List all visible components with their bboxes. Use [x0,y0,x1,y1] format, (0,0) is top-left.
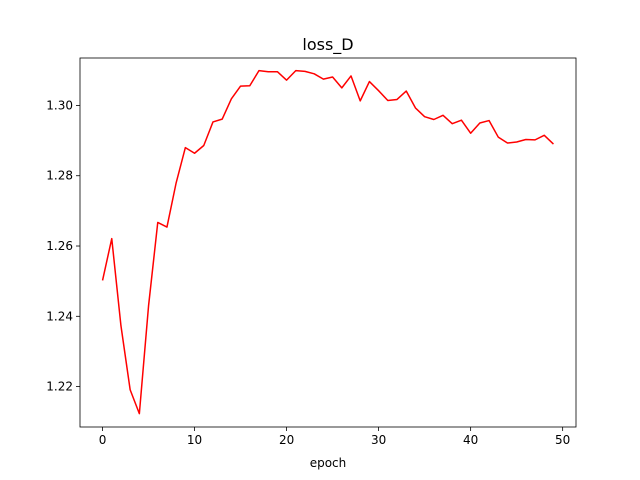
x-axis-label: epoch [310,456,347,470]
x-tick-label-0: 0 [99,433,107,447]
plot-area: 0 10 20 30 40 50 1.22 1.24 1.26 1.28 1.30 [46,57,577,447]
y-tick-label-1: 1.24 [46,309,73,323]
x-tick-label-20: 20 [279,433,294,447]
x-tick-label-50: 50 [555,433,570,447]
y-tick-label-0: 1.22 [46,380,73,394]
chart-title: loss_D [302,35,353,55]
x-tick-label-30: 30 [371,433,386,447]
y-tick-label-3: 1.28 [46,169,73,183]
axes-frame [79,57,577,428]
x-tick-label-10: 10 [187,433,202,447]
series-line-0 [101,69,554,415]
y-tick-label-4: 1.30 [46,98,73,112]
x-tick-label-40: 40 [463,433,478,447]
y-tick-label-2: 1.26 [46,239,73,253]
